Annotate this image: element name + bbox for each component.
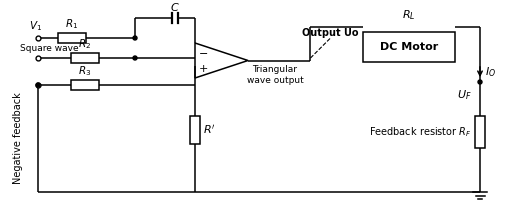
Text: $R_3$: $R_3$ bbox=[78, 64, 92, 78]
Text: Square wave: Square wave bbox=[20, 44, 79, 53]
Text: Triangular
wave output: Triangular wave output bbox=[247, 66, 303, 85]
Bar bbox=[58, 33, 86, 43]
Text: DC Motor: DC Motor bbox=[380, 42, 438, 52]
Circle shape bbox=[36, 83, 40, 87]
Text: $R'$: $R'$ bbox=[203, 123, 215, 136]
Circle shape bbox=[133, 36, 137, 40]
Bar bbox=[71, 80, 99, 90]
Text: $V_1$: $V_1$ bbox=[30, 19, 42, 33]
Text: $R_L$: $R_L$ bbox=[402, 8, 416, 22]
Bar bbox=[190, 116, 200, 144]
Text: Feedback resistor $R_F$: Feedback resistor $R_F$ bbox=[369, 125, 472, 139]
Text: $C$: $C$ bbox=[170, 1, 180, 13]
Text: $U_F$: $U_F$ bbox=[457, 88, 472, 102]
Circle shape bbox=[478, 80, 482, 84]
Bar bbox=[363, 32, 455, 62]
Text: $R_2$: $R_2$ bbox=[78, 37, 92, 51]
Circle shape bbox=[133, 56, 137, 60]
Text: $I_O$: $I_O$ bbox=[485, 65, 496, 79]
Text: $R_1$: $R_1$ bbox=[66, 17, 79, 31]
Bar bbox=[71, 53, 99, 63]
Bar bbox=[475, 116, 485, 148]
Text: $-$: $-$ bbox=[198, 47, 208, 57]
Text: Output Uo: Output Uo bbox=[302, 29, 358, 38]
Text: Negative feedback: Negative feedback bbox=[13, 93, 23, 184]
Text: $+$: $+$ bbox=[198, 63, 208, 75]
